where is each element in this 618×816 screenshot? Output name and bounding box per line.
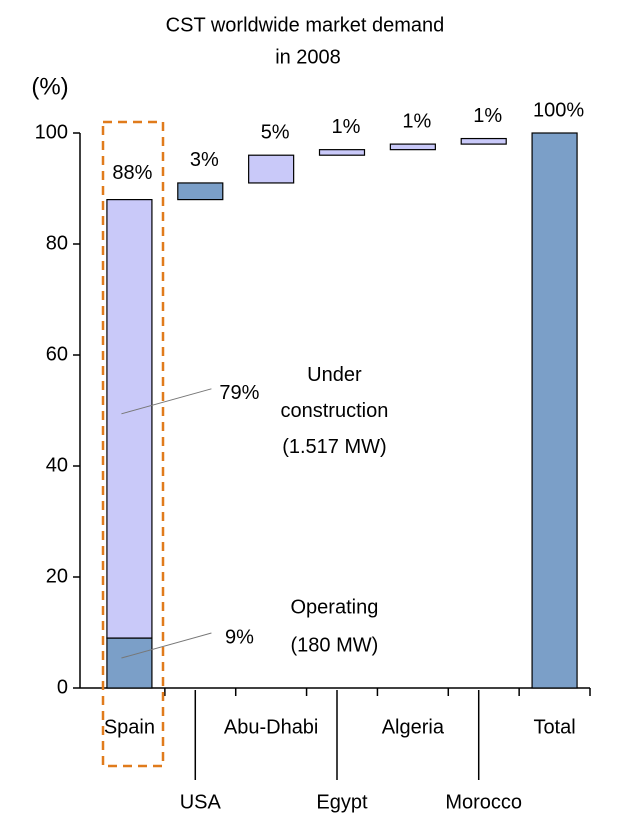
value-label: 1% [402, 110, 431, 132]
x-tick-label: Morocco [445, 791, 522, 813]
y-tick-label: 100 [35, 121, 68, 143]
series-note: (180 MW) [291, 634, 379, 656]
y-tick-label: 80 [46, 232, 68, 254]
value-label: 9% [225, 626, 254, 648]
bar-segment [106, 637, 153, 689]
chart-title: CST worldwide market demand [166, 14, 445, 36]
bar-segment [389, 143, 436, 151]
value-label: 1% [332, 116, 361, 138]
bar-segment [106, 199, 153, 639]
y-tick-label: 60 [46, 343, 68, 365]
highlight-box [101, 120, 165, 768]
y-tick-label: 20 [46, 565, 68, 587]
x-tick-label: Total [533, 716, 575, 738]
label-leader [121, 632, 212, 659]
label-leader [121, 388, 212, 415]
value-label: 5% [261, 121, 290, 143]
value-label: 3% [190, 149, 219, 171]
bar-segment [177, 182, 224, 201]
y-tick-label: 0 [57, 676, 68, 698]
value-label: 1% [473, 105, 502, 127]
x-tick-label: Egypt [316, 791, 368, 813]
value-label: 79% [219, 382, 259, 404]
value-label: 100% [533, 99, 584, 121]
y-tick-label: 40 [46, 454, 68, 476]
x-tick-label: Spain [104, 716, 155, 738]
series-name: Operating [291, 596, 379, 618]
series-note: (1.517 MW) [282, 436, 386, 458]
x-tick-label: Abu-Dhabi [224, 716, 319, 738]
bar-segment [531, 132, 578, 689]
stack-total-label: 88% [112, 162, 152, 184]
bar-segment [318, 149, 366, 156]
x-tick-label: Algeria [382, 716, 445, 738]
y-axis-label: (%) [31, 73, 68, 100]
series-name: Under construction [281, 364, 389, 422]
x-tick-label: USA [180, 791, 222, 813]
series-name-line: construction [281, 400, 389, 422]
chart-subtitle: in 2008 [275, 46, 341, 68]
bar-segment [248, 154, 295, 184]
bar-segment [460, 137, 507, 145]
series-name-line: Under [307, 364, 362, 386]
